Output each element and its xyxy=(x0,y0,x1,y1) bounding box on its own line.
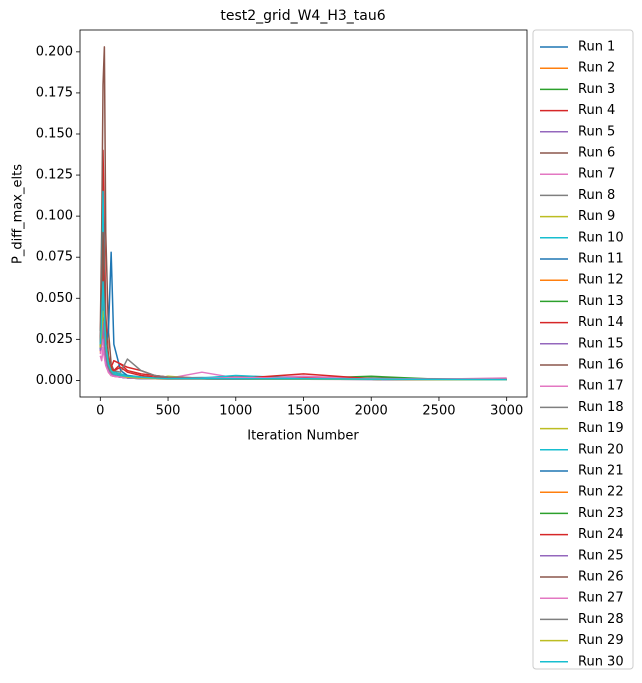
legend-label: Run 15 xyxy=(578,336,624,351)
legend-label: Run 6 xyxy=(578,146,615,161)
legend-label: Run 16 xyxy=(578,358,624,373)
legend-label: Run 23 xyxy=(578,506,624,521)
legend-label: Run 28 xyxy=(578,612,624,627)
legend-label: Run 2 xyxy=(578,61,615,76)
line-series xyxy=(99,281,507,381)
legend-label: Run 4 xyxy=(578,103,615,118)
y-tick-label: 0.050 xyxy=(36,291,73,306)
legend-label: Run 22 xyxy=(578,485,624,500)
legend-label: Run 26 xyxy=(578,570,624,585)
x-axis-label: Iteration Number xyxy=(247,429,359,444)
legend-label: Run 1 xyxy=(578,40,615,55)
legend-label: Run 14 xyxy=(578,315,624,330)
legend-label: Run 29 xyxy=(578,633,624,648)
legend-label: Run 17 xyxy=(578,379,624,394)
legend-label: Run 25 xyxy=(578,548,624,563)
legend-label: Run 5 xyxy=(578,124,615,139)
legend-label: Run 12 xyxy=(578,273,624,288)
legend-label: Run 3 xyxy=(578,82,615,97)
legend-label: Run 7 xyxy=(578,167,615,182)
legend-label: Run 9 xyxy=(578,209,615,224)
legend-label: Run 21 xyxy=(578,464,624,479)
legend-label: Run 20 xyxy=(578,442,624,457)
x-tick-label: 1000 xyxy=(219,404,252,419)
legend-label: Run 27 xyxy=(578,591,624,606)
legend-label: Run 11 xyxy=(578,252,624,267)
legend-label: Run 19 xyxy=(578,421,624,436)
legend-label: Run 30 xyxy=(578,654,624,669)
y-axis-label: P_diff_max_elts xyxy=(11,164,26,264)
y-tick-label: 0.125 xyxy=(36,168,73,183)
x-tick-label: 3000 xyxy=(490,404,523,419)
y-tick-label: 0.075 xyxy=(36,250,73,265)
legend-label: Run 13 xyxy=(578,294,624,309)
y-tick-label: 0.200 xyxy=(36,44,73,59)
x-tick-label: 0 xyxy=(96,404,104,419)
y-tick-label: 0.150 xyxy=(36,126,73,141)
legend-label: Run 24 xyxy=(578,527,624,542)
y-tick-label: 0.100 xyxy=(36,209,73,224)
y-tick-label: 0.000 xyxy=(36,373,73,388)
plot-area xyxy=(99,46,507,381)
chart-title: test2_grid_W4_H3_tau6 xyxy=(220,8,385,24)
legend-label: Run 8 xyxy=(578,188,615,203)
x-tick-label: 2500 xyxy=(422,404,455,419)
x-tick-label: 2000 xyxy=(355,404,388,419)
x-tick-label: 1500 xyxy=(287,404,320,419)
y-tick-label: 0.025 xyxy=(36,332,73,347)
legend-label: Run 18 xyxy=(578,400,624,415)
x-tick-label: 500 xyxy=(156,404,181,419)
legend-label: Run 10 xyxy=(578,230,624,245)
y-tick-label: 0.175 xyxy=(36,85,73,100)
legend xyxy=(532,29,634,670)
